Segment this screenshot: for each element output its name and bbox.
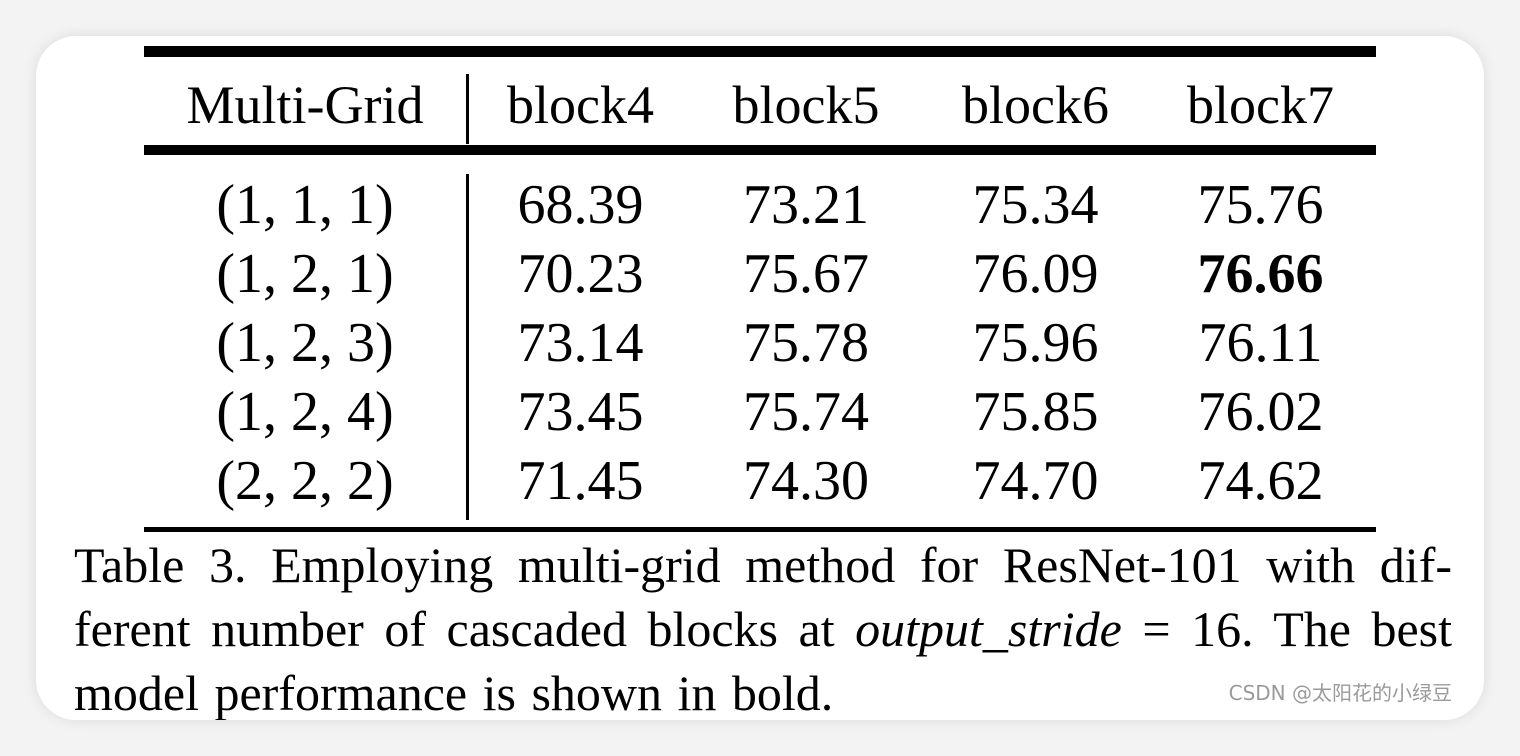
table-cell: 73.45 (517, 381, 644, 443)
table-cell: 76.09 (972, 243, 1099, 305)
table-caption: Table 3. Employing multi-grid method for… (74, 533, 1452, 720)
table-header-rule (144, 145, 1376, 155)
table-cell: 75.74 (743, 381, 869, 443)
table-cell: 75.34 (972, 174, 1099, 236)
table-cell: 74.62 (1197, 450, 1324, 512)
caption-line-1: Table 3. Employing multi-grid method for… (74, 537, 1452, 593)
table-cell: 71.45 (517, 450, 644, 512)
row-grid-label: (1, 1, 1) (216, 174, 394, 236)
table-cell: 68.39 (517, 174, 644, 236)
caption-italic-term: output_stride (855, 601, 1122, 657)
watermark-text: CSDN @太阳花的小绿豆 (1228, 681, 1452, 705)
table-cell: 74.70 (972, 450, 1099, 512)
table-cell: 75.67 (743, 243, 869, 305)
caption-text: = 16. The best (1121, 601, 1452, 657)
header-block7: block7 (1187, 75, 1334, 135)
header-block6: block6 (962, 75, 1109, 135)
table-cell: 75.76 (1197, 174, 1324, 236)
caption-text: ferent number of cascaded blocks at (74, 601, 856, 657)
table-cell: 73.21 (743, 174, 869, 236)
table-cell: 74.30 (743, 450, 869, 512)
row-grid-label: (1, 2, 3) (216, 312, 394, 374)
table-cell: 75.96 (972, 312, 1099, 374)
table-bottom-rule (144, 527, 1376, 532)
table-cell: 75.78 (743, 312, 869, 374)
caption-line-3: model performance is shown in bold. (74, 665, 834, 720)
column-separator-body (466, 174, 469, 520)
header-block4: block4 (507, 75, 654, 135)
column-separator-header (466, 74, 469, 144)
row-grid-label: (2, 2, 2) (216, 450, 394, 512)
header-multi-grid: Multi-Grid (186, 75, 424, 135)
table-cell: 76.11 (1198, 312, 1323, 374)
row-grid-label: (1, 2, 4) (216, 381, 394, 443)
table-cell: 70.23 (517, 243, 644, 305)
header-block5: block5 (732, 75, 880, 135)
table-cell: 76.02 (1197, 381, 1324, 443)
caption-line-2: ferent number of cascaded blocks at outp… (74, 597, 1452, 661)
row-grid-label: (1, 2, 1) (216, 243, 394, 305)
paper-table-figure: Multi-Grid block4 block5 block6 block7 (… (36, 36, 1484, 720)
table-cell: 75.85 (972, 381, 1099, 443)
table-cell-best: 76.66 (1197, 243, 1324, 305)
table-cell: 73.14 (517, 312, 644, 374)
table-top-rule (144, 46, 1376, 57)
